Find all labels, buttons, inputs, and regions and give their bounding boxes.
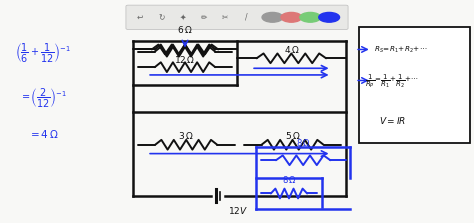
- Text: $3\,\Omega$: $3\,\Omega$: [178, 130, 194, 141]
- Text: $=\!\left(\dfrac{2}{12}\right)^{-1}$: $=\!\left(\dfrac{2}{12}\right)^{-1}$: [20, 87, 67, 110]
- Text: $12V$: $12V$: [228, 204, 248, 216]
- Text: ↻: ↻: [158, 13, 164, 22]
- Circle shape: [319, 12, 339, 22]
- FancyBboxPatch shape: [359, 27, 470, 143]
- Text: A: A: [265, 13, 270, 22]
- Circle shape: [300, 12, 320, 22]
- Text: /: /: [245, 13, 248, 22]
- Text: ✂: ✂: [222, 13, 228, 22]
- Text: $8\,\Omega$: $8\,\Omega$: [282, 174, 296, 185]
- Text: $\left(\dfrac{1}{6}+\dfrac{1}{12}\right)^{-1}$: $\left(\dfrac{1}{6}+\dfrac{1}{12}\right)…: [15, 42, 71, 65]
- Circle shape: [281, 12, 302, 22]
- Text: $=4\,\Omega$: $=4\,\Omega$: [28, 128, 58, 140]
- Circle shape: [262, 12, 283, 22]
- Text: $V = IR$: $V = IR$: [379, 115, 406, 126]
- Text: ✏: ✏: [201, 13, 207, 22]
- Text: ✦: ✦: [180, 13, 186, 22]
- FancyBboxPatch shape: [126, 5, 348, 29]
- Text: $8\,\Omega$: $8\,\Omega$: [296, 137, 310, 148]
- Text: $4\,\Omega$: $4\,\Omega$: [283, 44, 299, 55]
- Text: ▣: ▣: [285, 13, 292, 22]
- Text: $R_S\!=\!R_1\!+\!R_2\!+\!\cdots$: $R_S\!=\!R_1\!+\!R_2\!+\!\cdots$: [374, 44, 428, 55]
- Text: $12\,\Omega$: $12\,\Omega$: [174, 54, 196, 64]
- Text: ↩: ↩: [137, 13, 143, 22]
- Text: $5\,\Omega$: $5\,\Omega$: [285, 130, 301, 141]
- Text: $6\,\Omega$: $6\,\Omega$: [177, 24, 193, 35]
- Text: $\dfrac{1}{R_P}\!=\!\dfrac{1}{R_1}\!+\!\dfrac{1}{R_2}\!+\!\cdots$: $\dfrac{1}{R_P}\!=\!\dfrac{1}{R_1}\!+\!\…: [365, 73, 419, 90]
